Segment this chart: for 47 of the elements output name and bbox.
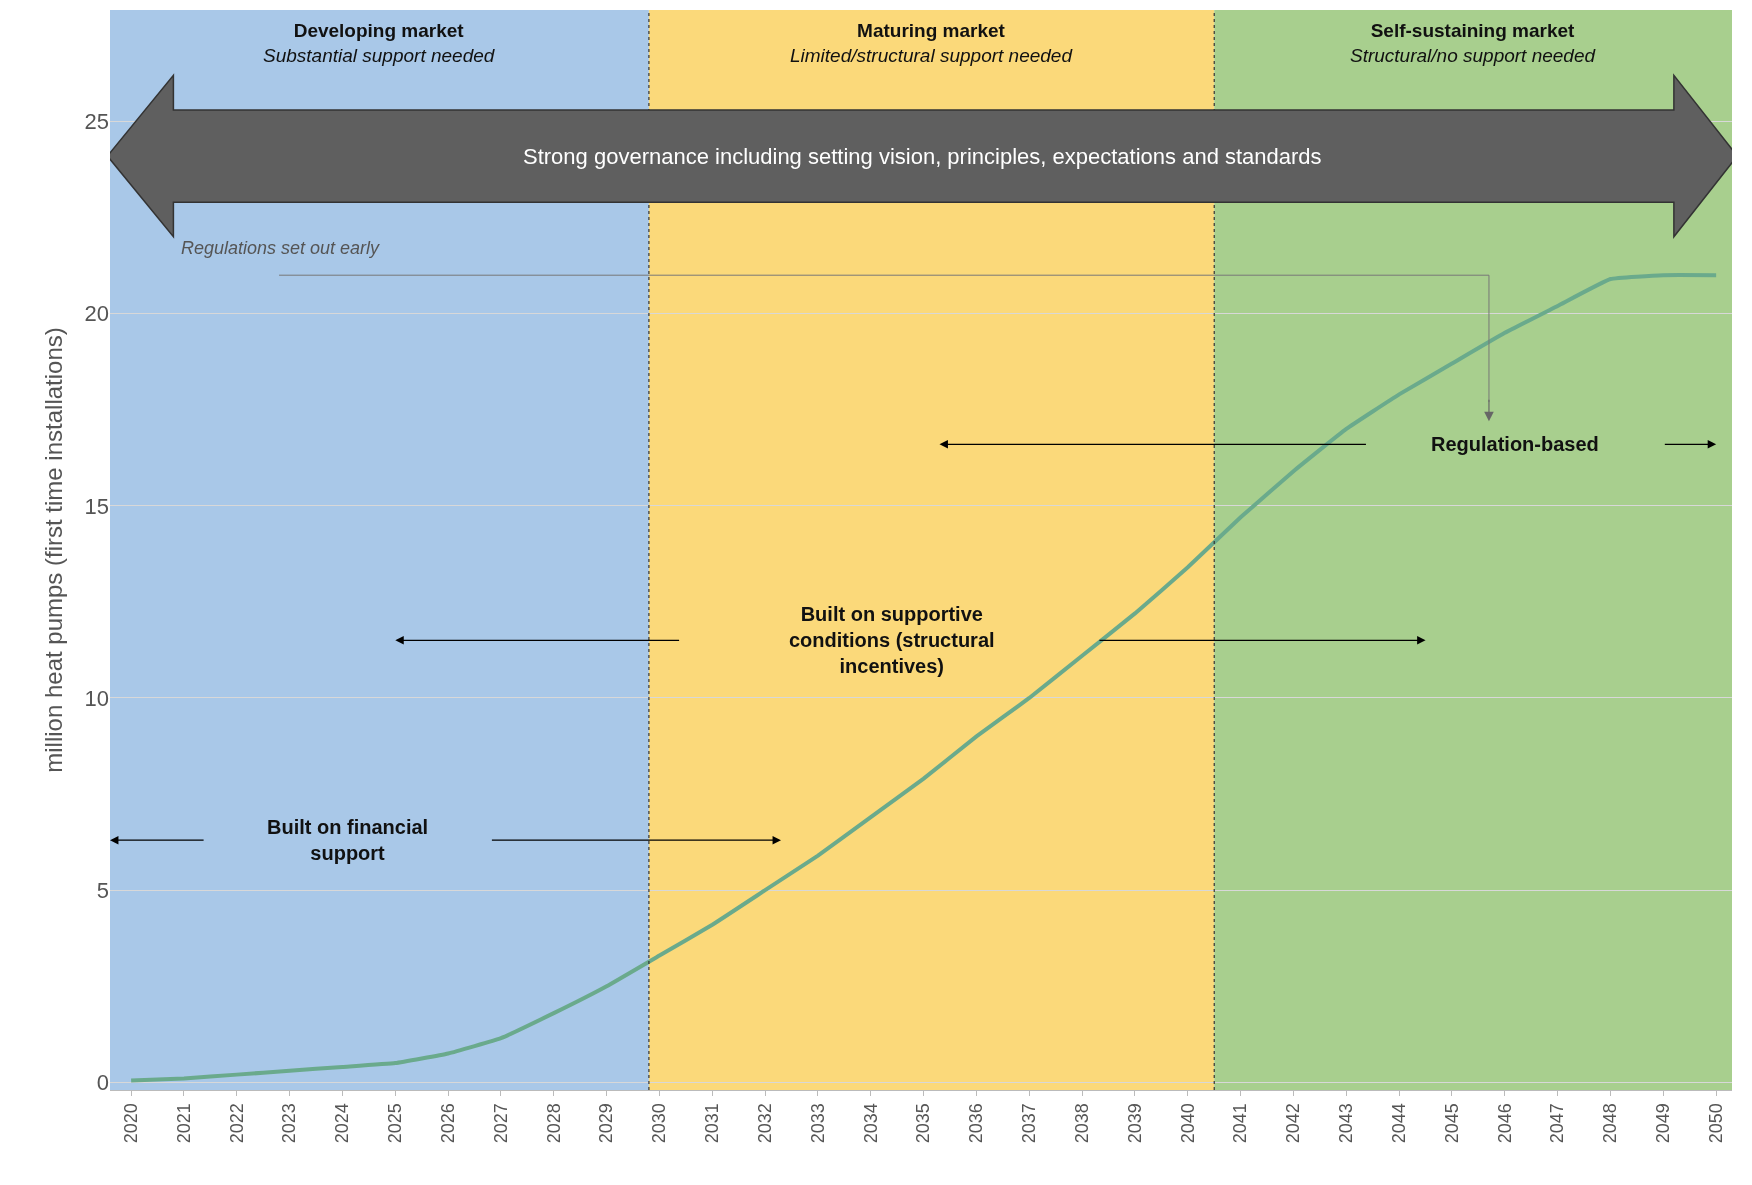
annotation: Built on financial support: [267, 816, 429, 864]
x-tick-label: 2025: [385, 1103, 406, 1144]
x-tick-label: 2035: [913, 1103, 934, 1144]
band-label: Self-sustaining market Structural/no support needed: [1350, 20, 1597, 66]
x-tick-label: 2047: [1547, 1103, 1568, 1144]
y-axis-title: million heat pumps (first time installations): [39, 327, 67, 773]
y-tick-label: 10: [84, 685, 109, 711]
x-tick-label: 2041: [1230, 1103, 1251, 1144]
x-tick-label: 2023: [279, 1103, 300, 1144]
x-tick-label: 2030: [649, 1103, 670, 1144]
annotation: Built on supportive conditions (structural incentives): [789, 603, 995, 677]
band-label: Maturing market Limited/structural support needed: [790, 20, 1074, 66]
x-tick-label: 2048: [1600, 1103, 1621, 1144]
x-tick-label: 2026: [437, 1103, 458, 1144]
x-tick-label: 2049: [1653, 1103, 1674, 1144]
annotation: Regulation-based: [1431, 433, 1599, 455]
x-tick-label: 2022: [226, 1103, 247, 1144]
x-tick-label: 2033: [807, 1103, 828, 1144]
x-tick-label: 2031: [702, 1103, 723, 1144]
y-tick-label: 20: [84, 301, 109, 327]
x-tick-label: 2034: [860, 1103, 881, 1144]
annotation: Regulations set out early: [181, 238, 381, 258]
y-tick-label: 15: [84, 493, 109, 519]
x-tick-label: 2024: [332, 1103, 353, 1144]
x-tick-label: 2045: [1441, 1103, 1462, 1144]
x-tick-label: 2032: [754, 1103, 775, 1144]
x-tick-label: 2043: [1336, 1103, 1357, 1144]
x-tick-label: 2050: [1706, 1103, 1726, 1144]
x-tick-label: 2042: [1283, 1103, 1304, 1144]
x-tick-label: 2037: [1019, 1103, 1040, 1144]
x-tick-label: 2020: [120, 1103, 141, 1144]
band-label: Developing market Substantial support needed: [263, 20, 496, 66]
y-tick-label: 25: [84, 109, 109, 135]
x-tick-label: 2029: [596, 1103, 617, 1144]
line-series: [129, 273, 1719, 1083]
x-tick-label: 2036: [966, 1103, 987, 1144]
y-tick-label: 5: [96, 877, 109, 903]
x-tick-label: 2040: [1177, 1103, 1198, 1144]
x-tick-label: 2021: [173, 1103, 194, 1144]
annotation: Strong governance including setting vision, principles, expectations and standards: [523, 144, 1322, 169]
x-tick-label: 2046: [1494, 1103, 1515, 1144]
x-tick-label: 2044: [1389, 1103, 1409, 1144]
x-tick-label: 2027: [490, 1103, 511, 1144]
y-tick-label: 0: [96, 1070, 109, 1096]
x-tick-label: 2028: [543, 1103, 564, 1144]
x-tick-label: 2038: [1071, 1103, 1092, 1144]
x-tick-label: 2039: [1124, 1103, 1145, 1144]
